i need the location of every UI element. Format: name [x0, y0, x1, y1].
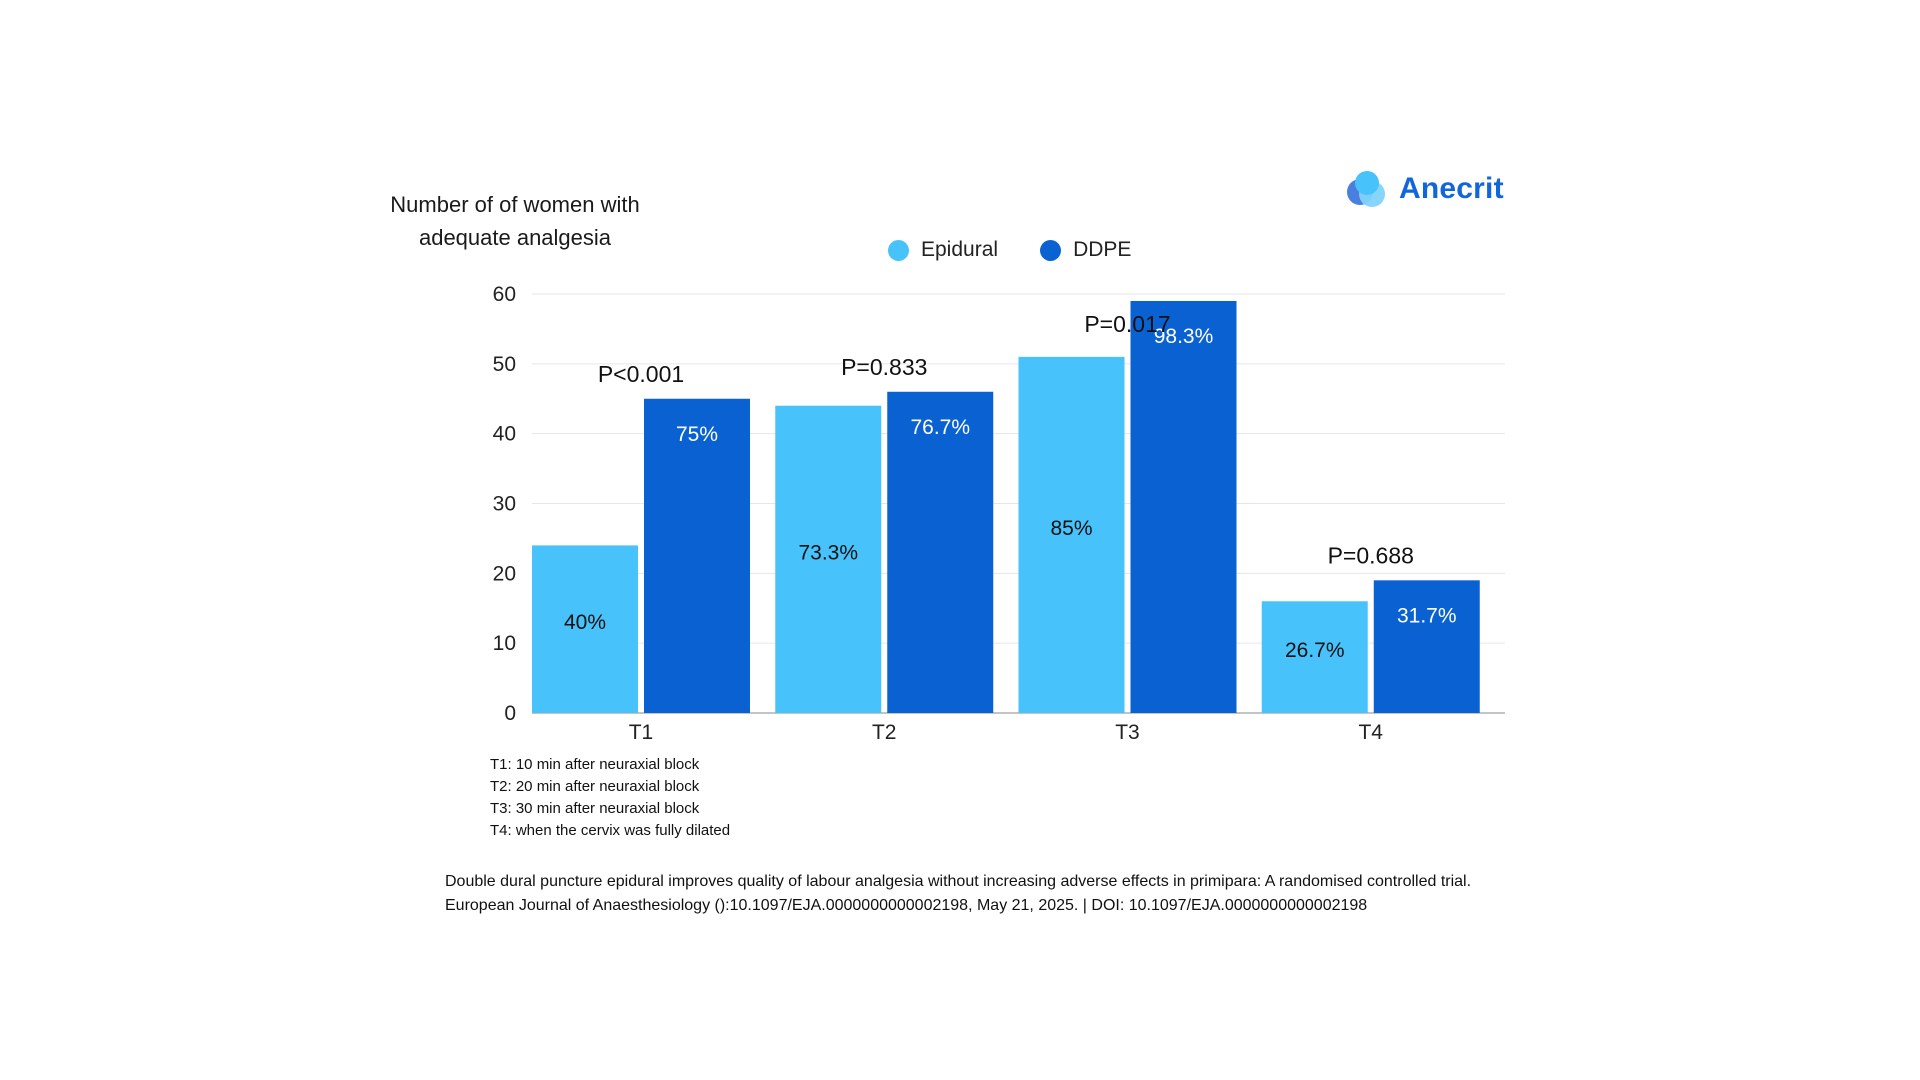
legend-item-ddpe: DDPE — [1040, 238, 1131, 262]
data-label: 75% — [676, 423, 718, 446]
legend-item-epidural: Epidural — [888, 238, 998, 262]
brand-logo: Anecrit — [1345, 168, 1504, 210]
p-value-annotation: P=0.017 — [1084, 311, 1170, 337]
p-value-annotation: P=0.688 — [1328, 542, 1414, 568]
note-t4: T4: when the cervix was fully dilated — [490, 822, 731, 839]
y-tick-label: 20 — [493, 562, 516, 585]
x-tick-label: T3 — [1115, 721, 1140, 744]
data-label: 31.7% — [1397, 604, 1457, 627]
y-axis-label: Number of of women with adequate analges… — [390, 192, 640, 250]
citation-title: Double dural puncture epidural improves … — [445, 873, 1472, 890]
data-label: 98.3% — [1154, 325, 1214, 348]
data-label: 76.7% — [910, 416, 970, 439]
legend: Epidural DDPE — [888, 238, 1173, 262]
legend-swatch-epidural — [888, 239, 909, 261]
bar-ddpe-t4 — [1373, 580, 1480, 713]
legend-label-ddpe: DDPE — [1073, 238, 1132, 261]
x-tick-label: T1 — [629, 721, 654, 744]
bar-epidural-t3 — [1018, 356, 1125, 713]
p-value-annotation: P=0.833 — [841, 354, 927, 380]
brand-name: Anecrit — [1399, 172, 1504, 205]
bar-epidural-t2 — [775, 405, 882, 713]
bar-ddpe-t2 — [887, 391, 994, 713]
note-t2: T2: 20 min after neuraxial block — [490, 778, 700, 795]
data-label: 73.3% — [798, 541, 858, 564]
data-label: 40% — [564, 611, 606, 634]
x-tick-label: T4 — [1358, 721, 1383, 744]
bar-epidural-t1 — [532, 545, 638, 713]
data-label: 85% — [1050, 517, 1092, 540]
y-tick-label: 10 — [493, 632, 516, 655]
timepoint-notes: T1: 10 min after neuraxial block T2: 20 … — [490, 754, 730, 842]
y-tick-label: 50 — [493, 353, 516, 376]
legend-swatch-ddpe — [1040, 239, 1062, 261]
y-tick-label: 0 — [504, 702, 516, 725]
y-tick-label: 60 — [493, 283, 516, 306]
overlapping-circles-logo-icon — [1345, 169, 1393, 209]
legend-label-epidural: Epidural — [921, 238, 999, 261]
note-t1: T1: 10 min after neuraxial block — [490, 756, 700, 773]
data-label: 26.7% — [1285, 639, 1345, 662]
p-value-annotation: P<0.001 — [598, 361, 684, 387]
x-tick-label: T2 — [872, 721, 897, 744]
bar-epidural-t4 — [1261, 601, 1368, 713]
citation-reference: European Journal of Anaesthesiology ():1… — [445, 897, 1368, 914]
y-tick-label: 30 — [493, 493, 516, 516]
note-t3: T3: 30 min after neuraxial block — [490, 800, 700, 817]
citation: Double dural puncture epidural improves … — [445, 870, 1471, 918]
bar-ddpe-t1 — [644, 398, 750, 713]
bar-ddpe-t3 — [1130, 300, 1237, 713]
y-tick-label: 40 — [493, 423, 516, 446]
